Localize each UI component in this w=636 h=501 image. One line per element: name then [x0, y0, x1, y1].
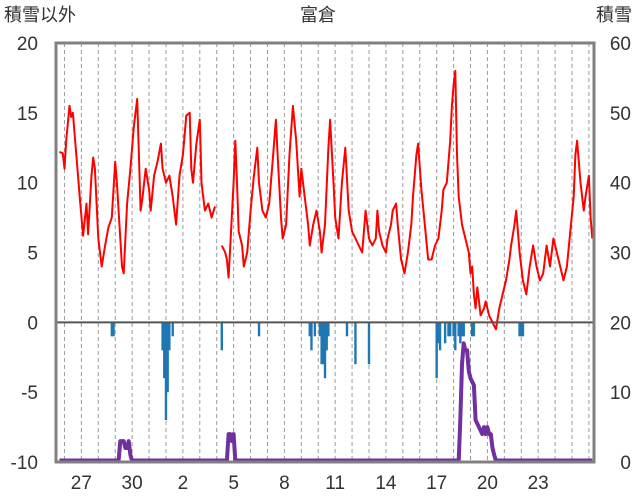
left-tick-label: -5	[21, 383, 38, 404]
x-tick-label: 11	[325, 473, 345, 494]
precipitation-bar	[166, 322, 169, 393]
precipitation-bar	[448, 322, 452, 337]
precipitation-bar	[320, 322, 323, 365]
left-tick-label: 15	[17, 104, 38, 125]
precipitation-bar	[472, 322, 476, 337]
x-tick-label: 14	[375, 473, 397, 494]
precipitation-bar	[443, 322, 447, 344]
right-tick-label: 50	[610, 104, 631, 125]
precipitation-bar	[435, 322, 438, 379]
precipitation-bar	[447, 322, 450, 337]
precipitation-bar	[354, 322, 357, 365]
precipitation-bar	[308, 322, 311, 337]
precipitation-bar	[325, 322, 328, 351]
right-tick-label: 30	[610, 244, 631, 265]
snow-depth-line	[59, 341, 593, 463]
precipitation-bar	[452, 322, 455, 337]
x-tick-label: 23	[528, 473, 549, 494]
precipitation-bar	[521, 322, 525, 337]
precipitation-bar	[322, 322, 325, 365]
precipitation-bar	[318, 322, 322, 337]
x-tick-label: 30	[122, 473, 143, 494]
left-tick-label: 10	[17, 174, 38, 195]
x-tick-label: 20	[477, 473, 498, 494]
precipitation-bar	[168, 322, 171, 351]
precipitation-bar	[310, 322, 313, 351]
precipitation-bar	[462, 322, 465, 337]
right-tick-label: 60	[610, 34, 631, 55]
x-tick-label: 27	[71, 473, 92, 494]
precipitation-bars	[110, 322, 525, 421]
precipitation-bar	[161, 322, 164, 351]
left-tick-label: 20	[17, 34, 38, 55]
left-tick-label: 0	[27, 313, 38, 334]
x-tick-label: 8	[279, 473, 290, 494]
precipitation-bar	[459, 322, 462, 344]
left-axis-label: 積雪以外	[4, 5, 76, 26]
x-tick-label: 5	[228, 473, 239, 494]
precipitation-bar	[345, 322, 349, 337]
precipitation-bar	[257, 322, 261, 337]
precipitation-bar	[112, 322, 115, 337]
precipitation-bar	[164, 322, 168, 421]
precipitation-bar	[313, 322, 317, 337]
right-axis-label: 積雪	[596, 5, 632, 26]
precipitation-bar	[367, 322, 371, 365]
data-lines	[59, 69, 594, 463]
precipitation-bar	[327, 322, 330, 337]
right-tick-label: 20	[610, 313, 631, 334]
precipitation-bar	[438, 322, 442, 351]
temperature-line	[220, 69, 594, 331]
left-tick-label: -10	[11, 453, 38, 474]
precipitation-bar	[457, 322, 460, 337]
plot-frame	[54, 41, 596, 464]
x-tick-label: 17	[426, 473, 447, 494]
precipitation-bar	[470, 322, 474, 337]
precipitation-bar	[171, 322, 174, 337]
precipitation-bar	[437, 322, 440, 344]
right-tick-label: 40	[610, 174, 631, 195]
chart-title: 富倉	[300, 5, 336, 26]
precipitation-bar	[220, 322, 223, 351]
precipitation-bar	[323, 322, 327, 379]
x-tick-label: 2	[178, 473, 189, 494]
precipitation-bar	[163, 322, 166, 379]
left-tick-label: 5	[27, 244, 38, 265]
precipitation-bar	[518, 322, 521, 337]
right-tick-label: 0	[620, 453, 631, 474]
precipitation-bar	[454, 322, 457, 351]
precipitation-bar	[460, 322, 464, 337]
temperature-line	[59, 97, 216, 275]
precipitation-bar	[520, 322, 523, 337]
precipitation-bar	[110, 322, 114, 337]
right-tick-label: 10	[610, 383, 631, 404]
